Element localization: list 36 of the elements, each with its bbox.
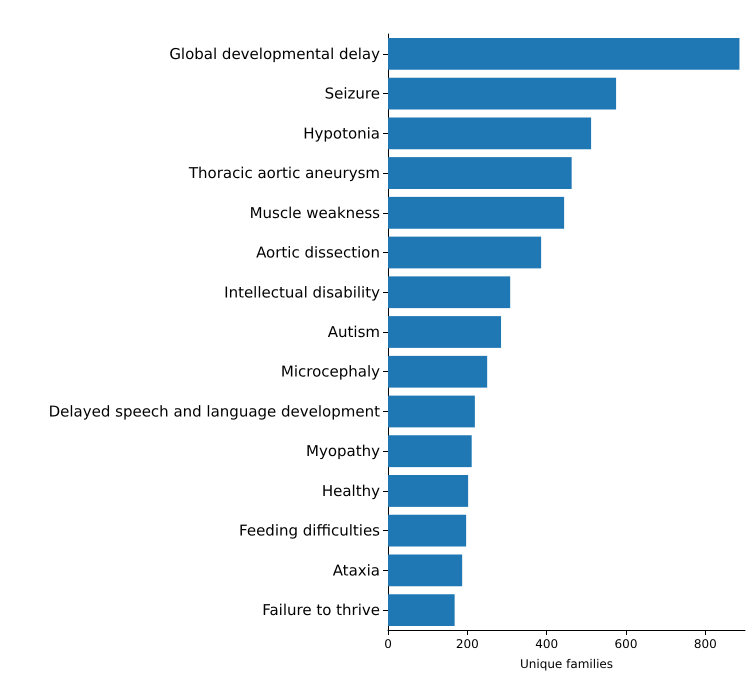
y-tick-label: Autism xyxy=(328,323,380,341)
y-tick-label: Healthy xyxy=(322,482,380,500)
y-tick-label: Hypotonia xyxy=(303,124,380,142)
y-tick-label: Intellectual disability xyxy=(224,283,380,302)
x-axis-title: Unique families xyxy=(520,657,614,671)
y-tick-label: Seizure xyxy=(324,84,380,103)
y-tick-label: Delayed speech and language development xyxy=(48,402,380,420)
x-tick-label: 0 xyxy=(384,637,392,651)
bar xyxy=(388,276,510,308)
bar xyxy=(388,38,740,70)
x-tick-label: 800 xyxy=(694,637,717,651)
y-tick-label: Feeding difficulties xyxy=(239,522,380,540)
x-tick-label: 200 xyxy=(456,637,479,651)
y-tick-label: Muscle weakness xyxy=(250,204,380,222)
y-tick-label: Aortic dissection xyxy=(256,244,380,262)
bar xyxy=(388,117,592,150)
x-tick-label: 600 xyxy=(614,637,638,651)
y-tick-label: Ataxia xyxy=(332,561,380,580)
y-tick-label: Myopathy xyxy=(306,442,380,460)
bar xyxy=(388,554,462,586)
bar xyxy=(388,78,616,110)
bar xyxy=(388,396,475,428)
bar xyxy=(388,196,564,229)
y-tick-label: Failure to thrive xyxy=(262,601,380,620)
y-tick-label: Global developmental delay xyxy=(169,44,380,63)
y-tick-label: Microcephaly xyxy=(280,362,380,381)
bar xyxy=(388,316,502,348)
bar xyxy=(388,236,542,268)
x-tick-label: 400 xyxy=(535,637,558,651)
bar xyxy=(388,594,455,626)
bar xyxy=(388,435,472,468)
bar xyxy=(388,356,488,388)
bar xyxy=(388,514,466,547)
bar xyxy=(388,157,572,189)
bar xyxy=(388,475,468,507)
y-tick-label: Thoracic aortic aneurysm xyxy=(188,164,380,182)
